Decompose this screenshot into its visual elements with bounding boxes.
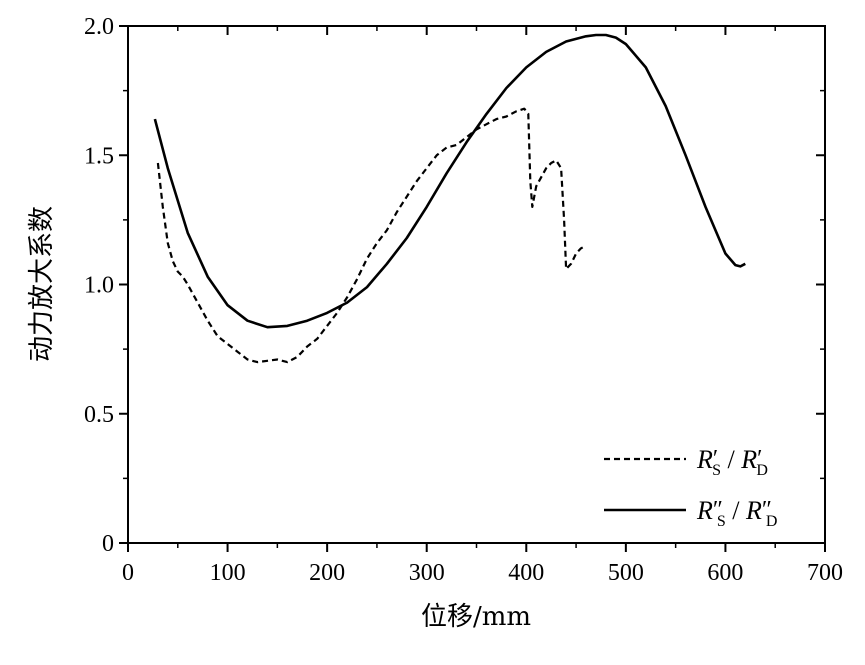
x-tick-label: 300 (409, 560, 445, 586)
x-tick-label: 200 (309, 560, 345, 586)
series-line-rs-doubleprime-solid (153, 33, 746, 329)
y-tick-label: 1.0 (84, 273, 114, 299)
y-tick-label: 0 (102, 531, 114, 557)
x-tick-label: 0 (122, 560, 134, 586)
legend-label: R″S / R″D (696, 496, 777, 530)
x-tick-label: 100 (210, 560, 246, 586)
y-tick-label: 0.5 (84, 402, 114, 428)
y-tick-label: 1.5 (84, 143, 114, 169)
y-axis-title: 动力放大系数 (27, 206, 57, 362)
legend-label: R′S / R′D (696, 445, 768, 479)
x-axis-title: 位移/mm (421, 602, 531, 632)
axis-ticks (119, 25, 826, 552)
legend: R′S / R′D R″S / R″D (604, 445, 777, 530)
series-layer (153, 33, 746, 364)
x-tick-label: 400 (508, 560, 544, 586)
axis-tick-labels: 0 100 200 300 400 500 600 700 0 0.5 1.0 1.5 2.0 (84, 14, 843, 586)
x-tick-label: 500 (608, 560, 644, 586)
x-tick-label: 600 (707, 560, 743, 586)
y-tick-label: 2.0 (84, 14, 114, 40)
x-tick-label: 700 (807, 560, 843, 586)
series-line-rs-prime-dashed (156, 107, 587, 364)
